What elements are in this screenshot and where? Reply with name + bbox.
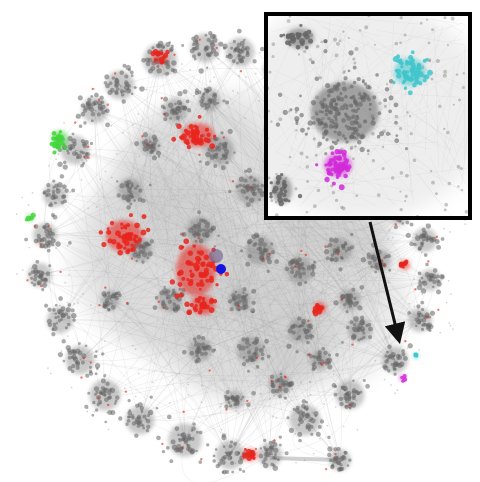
inset-cyan-cluster — [392, 50, 433, 96]
blue-node — [216, 264, 226, 274]
inset-gray-left — [269, 172, 303, 207]
highlighted-clusters — [24, 38, 440, 471]
red-cluster-right — [312, 302, 326, 317]
inset-content — [266, 14, 470, 218]
inset-gray-hub — [275, 49, 409, 156]
red-cluster-far-right — [398, 259, 410, 270]
green-cluster — [49, 130, 68, 155]
cyan-dot — [413, 352, 419, 359]
inset-magenta-cluster — [315, 148, 352, 191]
red-cluster-top — [171, 115, 217, 150]
green-cluster-small — [24, 212, 36, 222]
arrow-down-right-icon — [368, 221, 406, 345]
zoom-inset — [264, 12, 472, 220]
purple-node — [209, 249, 223, 263]
red-cluster-center-lower — [187, 295, 218, 315]
inset-gray-top — [279, 23, 328, 50]
inset-frame — [264, 12, 472, 220]
red-cluster-left — [98, 213, 151, 256]
red-cluster-bottom — [242, 448, 258, 462]
red-cluster-top-ring — [150, 48, 170, 65]
magenta-dot — [399, 374, 408, 383]
